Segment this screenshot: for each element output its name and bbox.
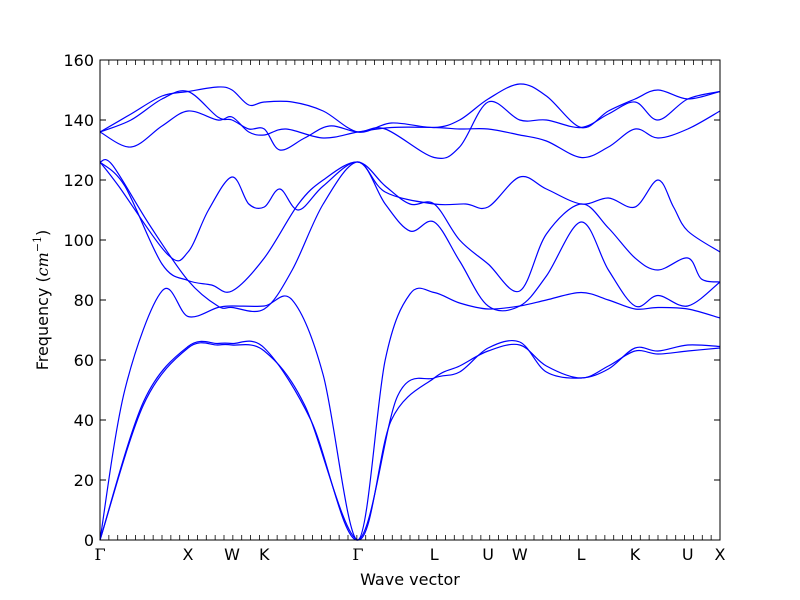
y-tick-label: 80	[74, 291, 94, 310]
y-axis-label-exponent: −1	[31, 236, 44, 252]
phonon-branch-7	[99, 110, 721, 159]
y-tick-label: 0	[84, 531, 94, 550]
x-tick-label-3: K	[259, 545, 270, 564]
y-ticks: 0 20 40 60 80 100 120 140 160	[63, 51, 720, 550]
y-axis-label: Frequency (cm−1)	[31, 230, 52, 371]
phonon-branch-3	[99, 287, 721, 541]
y-tick-label: 140	[63, 111, 94, 130]
y-axis-label-prefix: Frequency (	[33, 276, 52, 370]
plot-area	[100, 60, 720, 540]
x-tick-label-9: K	[630, 545, 641, 564]
y-axis-label-unit: cm	[33, 252, 52, 276]
y-tick-label: 100	[63, 231, 94, 250]
plot-frame	[99, 59, 721, 541]
phonon-branch-5	[99, 161, 721, 262]
y-tick-label: 20	[74, 471, 94, 490]
phonon-branch-4	[99, 158, 721, 313]
y-tick-label: 40	[74, 411, 94, 430]
x-tick-label-8: L	[577, 545, 586, 564]
phonon-branch-8	[99, 90, 721, 160]
phonon-branch-6	[99, 161, 721, 293]
x-tick-label-7: W	[512, 545, 528, 564]
x-tick-label-0: Γ	[94, 545, 105, 564]
x-tick-label-10: U	[682, 545, 694, 564]
series-layer	[99, 83, 721, 541]
x-tick-label-4: Γ	[352, 545, 363, 564]
y-axis-label-suffix: )	[33, 230, 52, 236]
x-axis-label: Wave vector	[360, 570, 460, 589]
y-tick-label: 160	[63, 51, 94, 70]
x-tick-label-11: X	[715, 545, 726, 564]
x-ticks	[99, 60, 721, 540]
x-tick-label-5: L	[430, 545, 439, 564]
x-tick-label-2: W	[224, 545, 240, 564]
x-tick-label-1: X	[183, 545, 194, 564]
y-tick-label: 120	[63, 171, 94, 190]
x-tick-label-6: U	[482, 545, 494, 564]
phonon-branch-9	[99, 83, 721, 133]
phonon-branch-2	[99, 339, 721, 541]
y-tick-label: 60	[74, 351, 94, 370]
